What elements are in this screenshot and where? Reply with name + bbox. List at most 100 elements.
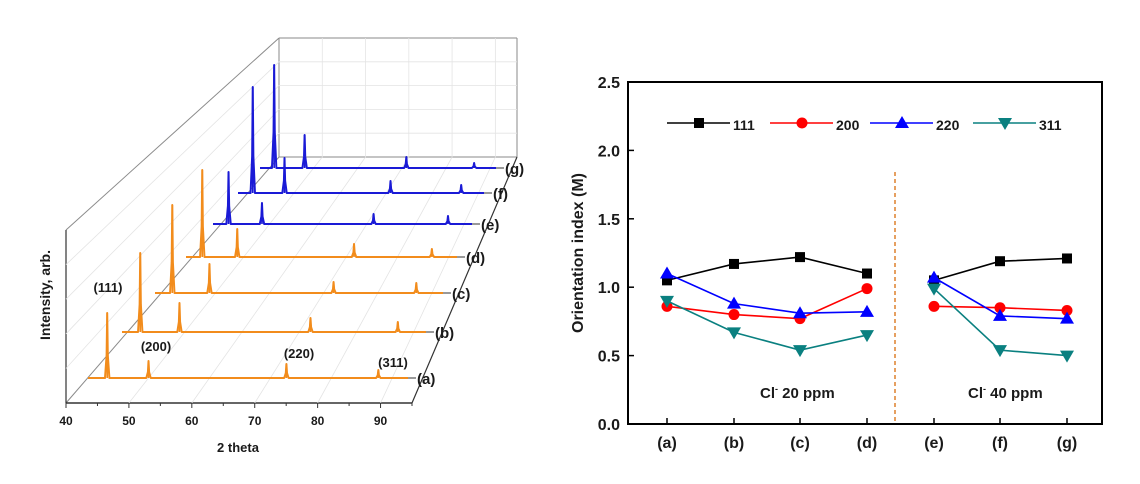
x-axis-ticks: (a) (b) (c) (d) (e) (f) (g)	[657, 418, 1077, 452]
data-point	[995, 256, 1005, 267]
series-line	[666, 272, 868, 314]
data-point	[927, 270, 941, 283]
data-point	[994, 302, 1006, 314]
series-111	[662, 252, 1072, 286]
data-point	[1061, 304, 1073, 316]
grid-line	[191, 156, 366, 404]
series-label: (f)	[493, 186, 508, 203]
data-point	[729, 258, 739, 269]
x-tick-label: 80	[311, 414, 325, 428]
grid-line	[380, 156, 496, 404]
x-tick-label: 70	[248, 414, 262, 428]
series-label: (d)	[466, 250, 485, 267]
data-point	[794, 313, 806, 325]
grid-line	[65, 61, 280, 265]
series-line	[666, 256, 868, 282]
data-point	[861, 283, 873, 295]
spectrum-line	[260, 64, 496, 169]
legend-item-220: 220	[870, 116, 960, 133]
data-point	[1060, 311, 1074, 324]
data-point	[993, 345, 1007, 358]
data-point	[928, 300, 940, 312]
data-point	[993, 308, 1007, 321]
data-point	[1062, 253, 1072, 264]
legend-item-200: 200	[770, 117, 860, 133]
legend-label: 311	[1039, 117, 1062, 133]
y-axis-title: Intensity, arb.	[37, 250, 53, 340]
data-point	[927, 283, 941, 296]
series-311	[660, 283, 1074, 363]
legend-item-311: 311	[973, 117, 1062, 133]
grid-line	[317, 156, 453, 404]
y-axis-title: Orientation index (M)	[570, 173, 587, 333]
series-group	[660, 252, 1074, 363]
spectrum-f: (f)	[238, 86, 508, 203]
spectrum-c: (c)	[155, 204, 470, 303]
x-tick-label: (g)	[1057, 435, 1077, 452]
data-point	[660, 295, 674, 308]
spectrum-line	[155, 204, 443, 294]
x-tick-label: (c)	[790, 435, 810, 452]
grid-line	[128, 156, 323, 404]
data-point	[728, 309, 740, 321]
y-tick-label: 1.0	[598, 280, 620, 297]
spectrum-b: (b)	[122, 252, 454, 342]
spectrum-a: (a)	[88, 312, 435, 388]
peak-label: (200)	[141, 339, 171, 354]
x-tick-label: 90	[374, 414, 388, 428]
legend-label: 220	[936, 117, 960, 133]
series-line	[933, 287, 1068, 357]
series-200	[661, 283, 1073, 325]
y-tick-label: 0.0	[598, 417, 620, 434]
data-point	[662, 275, 672, 286]
peak-label: (111)	[94, 280, 123, 295]
data-point	[862, 268, 872, 279]
data-point	[660, 266, 674, 279]
spectrum-d: (d)	[186, 169, 485, 267]
series-line	[666, 287, 868, 320]
y-tick-label: 2.5	[598, 75, 620, 92]
grid-line	[254, 156, 410, 404]
series-line	[666, 300, 868, 351]
x-tick-label: (b)	[724, 435, 744, 452]
series-label: (a)	[417, 371, 435, 388]
series-220	[660, 266, 1074, 324]
y-tick-label: 1.5	[598, 212, 620, 229]
x-axis-ticks: 40 50 60 70 80 90	[59, 403, 413, 428]
legend-label: 200	[836, 117, 860, 133]
data-point	[727, 296, 741, 309]
series-label: (g)	[505, 161, 524, 178]
data-point	[795, 252, 805, 263]
depth-axis-line	[411, 156, 518, 404]
legend-marker	[895, 116, 909, 128]
data-point	[793, 345, 807, 358]
x-tick-label: (f)	[992, 435, 1008, 452]
series-line	[933, 276, 1068, 320]
peak-label: (220)	[284, 346, 314, 361]
x-tick-label: 40	[59, 414, 73, 428]
frame-edge	[65, 37, 280, 231]
data-point	[793, 306, 807, 319]
x-tick-label: 60	[185, 414, 199, 428]
x-tick-label: (d)	[857, 435, 877, 452]
data-point	[860, 330, 874, 343]
group-labels: Cl- 20 ppm Cl- 40 ppm	[760, 384, 1043, 402]
spectra-group: (g) (f) (e) (d) (c) (b) (a)	[88, 64, 524, 388]
peak-label: (311)	[378, 355, 408, 370]
y-tick-label: 2.0	[598, 143, 620, 160]
data-point	[1060, 350, 1074, 363]
data-point	[727, 327, 741, 340]
spectrum-g: (g)	[260, 64, 524, 178]
legend-marker	[796, 117, 808, 129]
legend-item-111: 111	[667, 117, 755, 133]
group-label: Cl- 40 ppm	[968, 384, 1043, 402]
series-label: (c)	[452, 286, 470, 303]
y-tick-label: 0.5	[598, 349, 620, 366]
x-tick-label: (a)	[657, 435, 677, 452]
data-point	[929, 275, 939, 286]
legend-marker	[998, 118, 1012, 130]
series-label: (b)	[435, 325, 454, 342]
series-label: (e)	[481, 217, 499, 234]
x-tick-label: (e)	[924, 435, 944, 452]
spectrum-e: (e)	[213, 171, 499, 234]
